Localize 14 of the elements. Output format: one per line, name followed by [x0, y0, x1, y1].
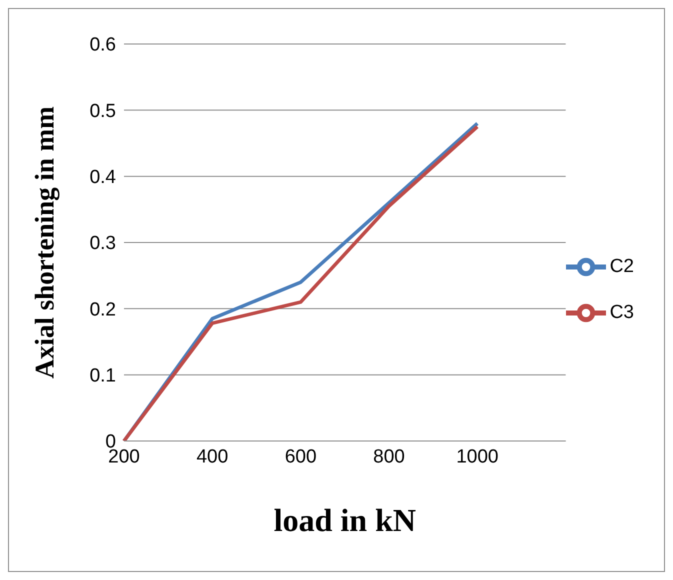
y-axis-title: Axial shortening in mm [30, 106, 60, 379]
legend-label: C2 [610, 256, 634, 277]
y-tick-label: 0.6 [90, 34, 116, 56]
y-tick-label: 0.2 [90, 299, 116, 320]
x-tick-label: 400 [196, 446, 228, 468]
legend-label: C3 [610, 302, 634, 323]
y-tick-label: 0.5 [90, 100, 116, 122]
x-tick-label: 1000 [456, 446, 499, 468]
x-tick-label: 800 [373, 446, 405, 468]
y-tick-label: 0.1 [90, 366, 116, 387]
y-tick-label: 0.3 [90, 233, 116, 254]
x-axis-title: load in kN [274, 502, 416, 538]
y-tick-label: 0.4 [90, 167, 116, 188]
x-tick-label: 600 [284, 446, 317, 468]
